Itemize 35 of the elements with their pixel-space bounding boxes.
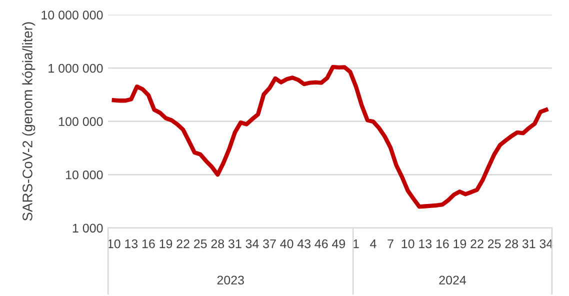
x-tick-label: 31	[522, 239, 536, 248]
x-tick-label: 22	[470, 239, 484, 248]
x-tick-label: 31	[228, 239, 242, 248]
x-tick-label: 7	[388, 239, 394, 248]
x-tick-label: 34	[540, 239, 553, 248]
y-tick-label: 1 000 000	[48, 64, 103, 73]
y-tick-label: 10 000	[66, 170, 103, 180]
x-tick-label: 16	[142, 239, 155, 248]
x-tick-label: 10	[108, 239, 120, 248]
x-tick-label: 25	[488, 239, 501, 248]
x-tick-label: 13	[125, 239, 138, 248]
y-tick-label: 100 000	[59, 117, 103, 126]
text: 2024	[439, 276, 466, 285]
x-tick-label: 25	[194, 239, 207, 248]
x-tick-label: 10	[402, 239, 414, 248]
y-axis-title: SARS-CoV-2 (genom kópia/liter)	[22, 22, 36, 221]
x-tick-label: 37	[263, 239, 276, 248]
x-tick-label: 13	[419, 239, 432, 248]
x-tick-label: 19	[454, 239, 466, 248]
line-series	[112, 64, 548, 209]
x-tick-label: 22	[176, 239, 190, 248]
y-tick-label: 1 000	[72, 224, 103, 233]
x-tick-label: 28	[211, 239, 224, 248]
x-tick-label: 28	[505, 239, 518, 248]
x-tick-label: 49	[332, 239, 346, 248]
text: 2023	[217, 276, 244, 285]
x-tick-label: 16	[436, 239, 449, 248]
x-tick-label: 46	[314, 239, 328, 248]
x-tick-label: 34	[246, 239, 259, 248]
y-tick-label: 10 000 000	[42, 10, 103, 20]
x-tick-label: 19	[160, 239, 172, 248]
x-tick-label: 1	[353, 239, 359, 248]
x-tick-label: 4	[370, 239, 376, 248]
x-tick-label: 43	[297, 239, 310, 248]
x-tick-label: 40	[280, 239, 294, 248]
